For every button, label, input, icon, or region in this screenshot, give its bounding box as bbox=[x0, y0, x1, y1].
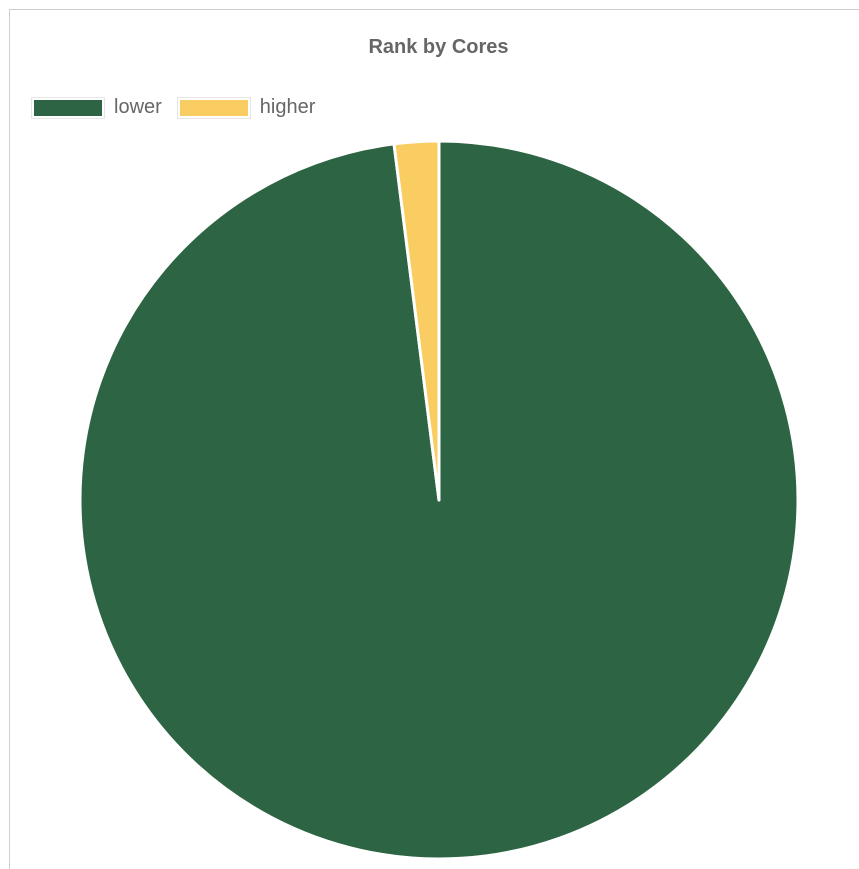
legend-swatch-higher bbox=[176, 96, 251, 119]
legend: lower higher bbox=[31, 96, 331, 119]
legend-item-lower[interactable]: lower bbox=[31, 96, 162, 119]
chart-title: Rank by Cores bbox=[368, 36, 509, 58]
legend-label-higher: higher bbox=[259, 96, 316, 118]
legend-item-higher[interactable]: higher bbox=[176, 96, 316, 119]
pie-slice-higher[interactable] bbox=[392, 139, 441, 502]
legend-swatch-lower bbox=[31, 96, 105, 119]
legend-label-lower: lower bbox=[114, 96, 162, 118]
